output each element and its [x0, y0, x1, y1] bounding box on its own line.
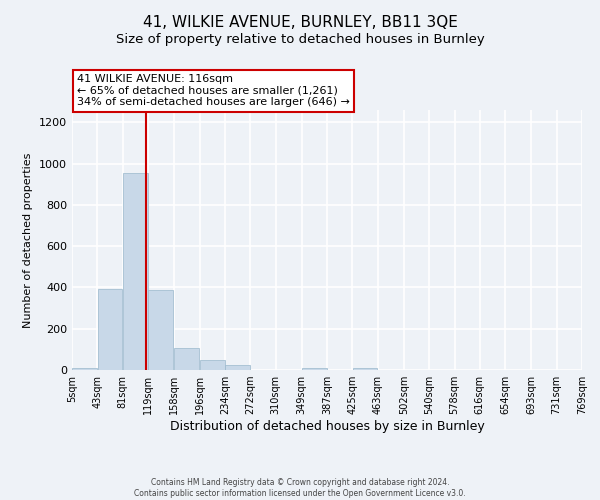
Bar — [175, 348, 199, 370]
Text: 41, WILKIE AVENUE, BURNLEY, BB11 3QE: 41, WILKIE AVENUE, BURNLEY, BB11 3QE — [143, 15, 457, 30]
Bar — [73, 368, 97, 370]
X-axis label: Distribution of detached houses by size in Burnley: Distribution of detached houses by size … — [170, 420, 484, 433]
Bar — [200, 360, 224, 370]
Y-axis label: Number of detached properties: Number of detached properties — [23, 152, 34, 328]
Bar — [98, 289, 122, 370]
Text: Contains HM Land Registry data © Crown copyright and database right 2024.
Contai: Contains HM Land Registry data © Crown c… — [134, 478, 466, 498]
Text: 41 WILKIE AVENUE: 116sqm
← 65% of detached houses are smaller (1,261)
34% of sem: 41 WILKIE AVENUE: 116sqm ← 65% of detach… — [77, 74, 350, 108]
Bar — [302, 368, 326, 370]
Bar — [353, 368, 377, 370]
Bar — [123, 173, 148, 370]
Text: Size of property relative to detached houses in Burnley: Size of property relative to detached ho… — [116, 32, 484, 46]
Bar — [225, 365, 250, 370]
Bar — [148, 290, 173, 370]
